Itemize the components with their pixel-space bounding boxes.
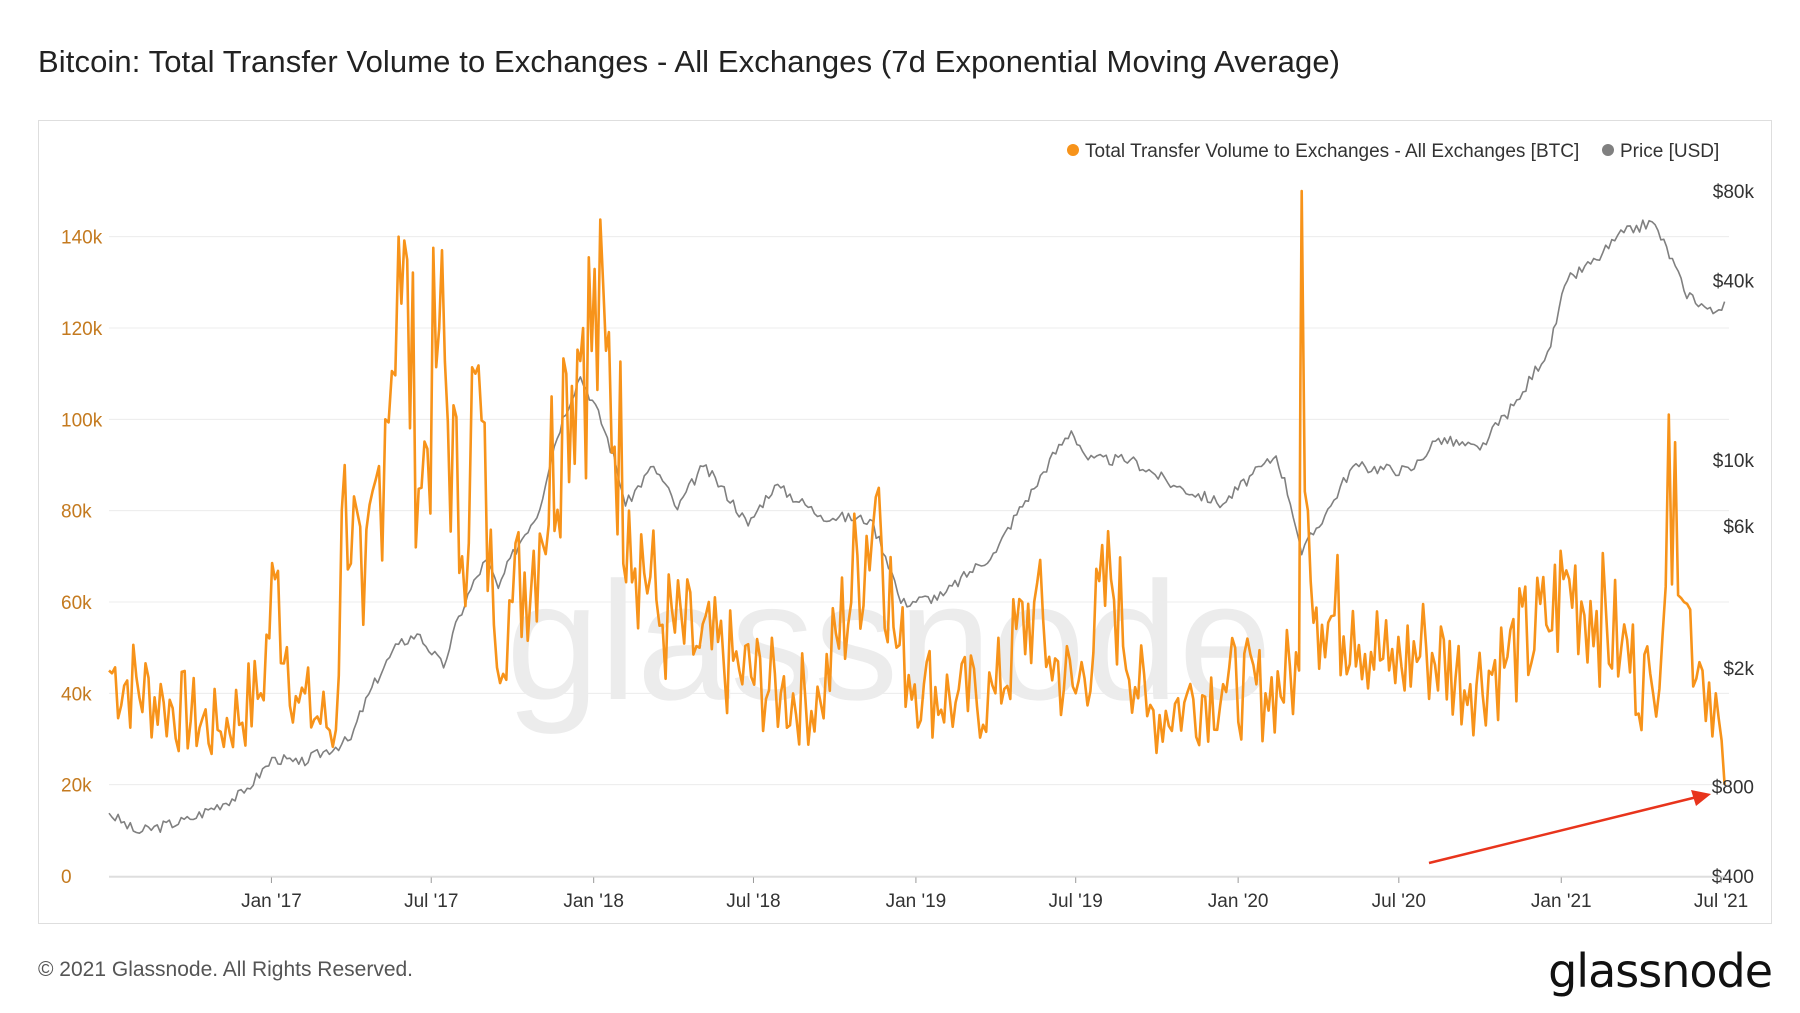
legend-price-label: Price [USD] bbox=[1620, 141, 1719, 162]
axes: 0 20k 40k 60k 80k 100k 120k 140k $400 $800 $2k $6k $… bbox=[61, 182, 1754, 912]
x-axis-tick-label: Jul '17 bbox=[404, 891, 458, 912]
x-axis-tick-label: Jul '18 bbox=[726, 891, 780, 912]
right-axis-tick-label: $800 bbox=[1712, 777, 1754, 798]
chart-legend: Total Transfer Volume to Exchanges - All… bbox=[1067, 141, 1719, 162]
chart-panel: glassnode 0 20k 40k 60k 80k 100k 120k 140k $400 $… bbox=[38, 120, 1772, 924]
x-axis-tick-label: Jul '20 bbox=[1372, 891, 1426, 912]
x-axis-tick-label: Jan '17 bbox=[241, 891, 302, 912]
legend-price-marker bbox=[1602, 144, 1614, 156]
legend-volume-marker bbox=[1067, 144, 1079, 156]
left-axis-tick-label: 140k bbox=[61, 228, 103, 249]
grid-lines bbox=[109, 236, 1729, 877]
chart-svg: glassnode 020k40k60k80k100k120k140k$400$… bbox=[61, 141, 1754, 912]
right-axis-tick-label: $80k bbox=[1713, 182, 1755, 203]
copyright-footer: © 2021 Glassnode. All Rights Reserved. bbox=[38, 958, 414, 981]
chart-title: Bitcoin: Total Transfer Volume to Exchan… bbox=[38, 44, 1341, 79]
left-axis-tick-label: 20k bbox=[61, 776, 92, 797]
x-axis-tick-label: Jul '21 bbox=[1694, 891, 1748, 912]
price-line bbox=[108, 219, 1726, 834]
right-axis-tick-label: $2k bbox=[1723, 659, 1754, 680]
legend-volume-label: Total Transfer Volume to Exchanges - All… bbox=[1085, 141, 1579, 162]
x-axis-tick-label: Jan '19 bbox=[886, 891, 947, 912]
left-axis-tick-label: 80k bbox=[61, 502, 92, 523]
volume-line bbox=[108, 189, 1726, 785]
x-axis-tick-label: Jul '19 bbox=[1049, 891, 1103, 912]
right-axis-tick-label: $6k bbox=[1723, 517, 1754, 538]
annotation-arrow bbox=[1428, 790, 1711, 865]
right-axis-tick-label: $10k bbox=[1713, 451, 1755, 472]
right-axis-tick-label: $40k bbox=[1713, 272, 1755, 293]
price-series bbox=[108, 219, 1726, 834]
arrow-shaft bbox=[1428, 795, 1698, 865]
glassnode-logo: glassnode bbox=[1548, 944, 1773, 998]
left-axis-tick-label: 40k bbox=[61, 684, 92, 705]
left-axis-tick-label: 60k bbox=[61, 593, 92, 614]
x-axis-tick-label: Jan '20 bbox=[1208, 891, 1269, 912]
left-axis-tick-label: 120k bbox=[61, 319, 103, 340]
left-axis-tick-label: 0 bbox=[61, 867, 72, 888]
volume-series bbox=[108, 189, 1726, 785]
right-axis-tick-label: $400 bbox=[1712, 867, 1754, 888]
x-axis-tick-label: Jan '18 bbox=[563, 891, 624, 912]
arrow-head bbox=[1691, 790, 1711, 806]
left-axis-tick-label: 100k bbox=[61, 410, 103, 431]
x-axis-tick-label: Jan '21 bbox=[1531, 891, 1592, 912]
